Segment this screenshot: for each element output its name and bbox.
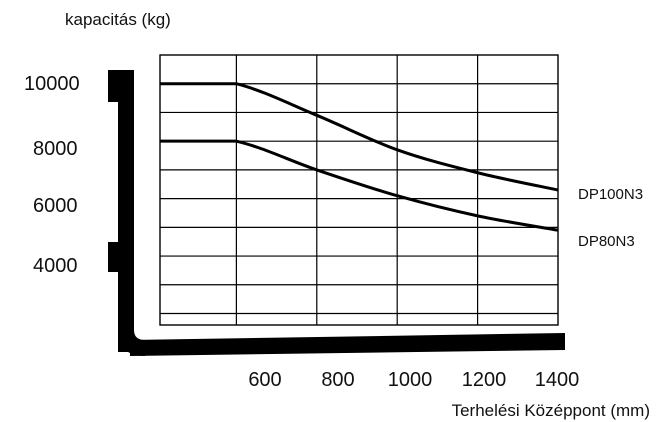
x-tick-label: 600: [248, 369, 281, 391]
x-tick-label: 1200: [462, 369, 507, 391]
x-tick-label: 800: [321, 369, 354, 391]
series-line-dp100n3: [160, 82, 559, 192]
series-label-dp80n3: DP80N3: [578, 233, 635, 250]
series-line-dp80n3: [160, 139, 559, 232]
y-axis-title: kapacitás (kg): [65, 10, 171, 29]
series-label-dp100n3: DP100N3: [578, 186, 643, 203]
y-tick-label: 8000: [33, 138, 78, 160]
x-tick-label: 1000: [388, 369, 433, 391]
y-tick-label: 10000: [24, 73, 80, 95]
y-tick-label: 6000: [33, 195, 78, 217]
chart-grid: [159, 54, 559, 326]
x-axis-title: Terhelési Középpont (mm): [452, 401, 650, 420]
forklift-fork-icon: [108, 70, 565, 356]
y-tick-label: 4000: [33, 255, 78, 277]
series-layer: [160, 82, 559, 232]
x-tick-label: 1400: [535, 369, 580, 391]
